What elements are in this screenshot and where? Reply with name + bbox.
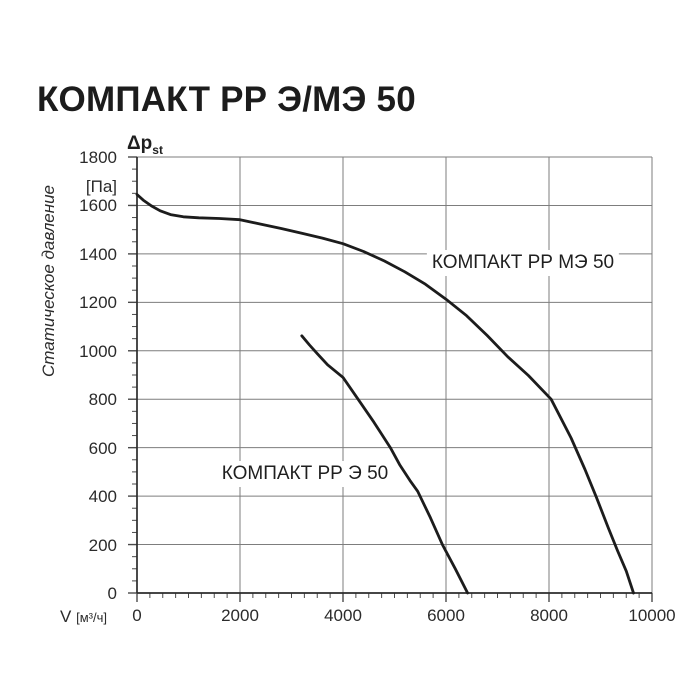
y-tick-label: 1200 bbox=[79, 293, 117, 313]
x-tick-label: 4000 bbox=[324, 606, 362, 625]
y-tick-label: 400 bbox=[88, 487, 117, 507]
y-tick-label: 200 bbox=[88, 535, 117, 555]
x-tick-label: 8000 bbox=[530, 606, 568, 625]
x-tick-label: 6000 bbox=[427, 606, 465, 625]
x-tick-label: 0 bbox=[132, 606, 142, 625]
x-axis-unit: [м³/ч] bbox=[76, 610, 107, 625]
y-tick-label: 800 bbox=[88, 390, 117, 410]
series-label-e-50: КОМПАКТ РР Э 50 bbox=[216, 461, 394, 488]
x-tick-label: 10000 bbox=[628, 606, 676, 625]
series-label-me-50: КОМПАКТ РР МЭ 50 bbox=[426, 250, 620, 277]
y-tick-label: 1400 bbox=[79, 244, 117, 264]
series-curve bbox=[300, 334, 469, 595]
series-curve bbox=[135, 193, 635, 595]
page-title: КОМПАКТ РР Э/МЭ 50 bbox=[37, 80, 416, 119]
y-tick-label: 1800 bbox=[79, 148, 117, 167]
x-tick-label: 2000 bbox=[221, 606, 259, 625]
y-axis-unit: [Па] bbox=[85, 177, 117, 196]
x-axis-title: V [м³/ч] bbox=[60, 607, 107, 627]
y-tick-label: 1600 bbox=[79, 196, 117, 216]
y-tick-label: 600 bbox=[88, 438, 117, 458]
y-axis-symbol: Δpst bbox=[127, 133, 163, 157]
y-tick-label: 0 bbox=[107, 584, 117, 603]
y-axis-symbol-sub: st bbox=[152, 142, 163, 157]
x-axis-symbol: V bbox=[60, 607, 72, 626]
y-axis-symbol-main: Δp bbox=[127, 133, 153, 154]
y-tick-label: 1000 bbox=[79, 341, 117, 361]
